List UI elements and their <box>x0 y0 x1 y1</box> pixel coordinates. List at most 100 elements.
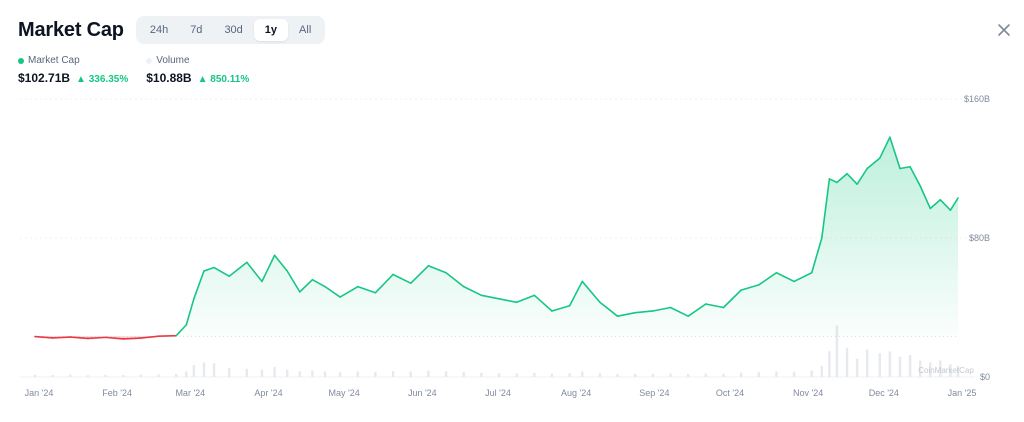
x-tick-label: Nov '24 <box>793 388 823 398</box>
x-tick-label: Mar '24 <box>175 388 205 398</box>
series-segment <box>185 298 195 326</box>
volume-bar <box>616 374 619 377</box>
volume-bar <box>86 375 90 377</box>
series-segment <box>273 254 288 272</box>
series-segment <box>286 270 301 293</box>
series-segment <box>533 294 553 312</box>
volume-bar <box>515 373 518 377</box>
series-segment <box>793 271 813 283</box>
market-cap-value: $102.71B <box>18 71 71 85</box>
volume-bar <box>722 373 725 377</box>
series-segment <box>652 306 672 312</box>
x-tick-label: Jun '24 <box>408 388 437 398</box>
volume-bar <box>669 373 672 377</box>
volume-bar <box>775 371 778 377</box>
x-tick-label: Aug '24 <box>561 388 591 398</box>
volume-bar <box>409 371 412 377</box>
series-segment <box>616 311 637 317</box>
series-segment <box>740 284 760 291</box>
series-segment <box>261 254 276 283</box>
volume-bar <box>888 351 892 377</box>
volume-bar <box>245 368 249 377</box>
volume-legend-dot <box>146 57 153 64</box>
volume-bar <box>104 374 107 377</box>
volume-bar <box>51 374 54 377</box>
series-segment <box>705 303 725 309</box>
volume-bar <box>175 374 178 377</box>
series-segment <box>339 285 359 298</box>
market-cap-legend-dot <box>18 57 24 64</box>
page-title: Market Cap <box>18 18 124 41</box>
volume-bar <box>338 372 342 377</box>
tab-1y[interactable]: 1y <box>253 19 289 41</box>
series-segment <box>498 298 518 304</box>
series-segment <box>140 335 160 339</box>
tab-24h[interactable]: 24h <box>149 24 169 36</box>
x-tick-label: Jan '24 <box>25 388 54 398</box>
series-segment <box>392 273 412 284</box>
volume-bar <box>810 370 813 377</box>
market-cap-stat: Market Cap $102.71B ▲ 336.35% <box>18 55 128 85</box>
volume-bar <box>462 372 465 377</box>
volume-bar <box>227 367 231 377</box>
close-icon[interactable] <box>994 20 1014 40</box>
series-segment <box>866 157 881 170</box>
series-segment <box>445 271 465 288</box>
series-segment <box>175 324 188 337</box>
series-segment <box>374 273 394 294</box>
series-segment <box>246 261 263 283</box>
volume-bar <box>69 374 72 377</box>
volume-bar <box>139 374 143 377</box>
series-segment <box>828 178 838 184</box>
tab-7d[interactable]: 7d <box>190 24 203 36</box>
series-segment <box>311 278 326 288</box>
y-tick-label: $160B <box>964 94 990 104</box>
volume-bar <box>908 355 912 377</box>
volume-bar <box>212 363 216 377</box>
series-segment <box>899 165 911 170</box>
x-tick-label: Oct '24 <box>716 388 744 398</box>
volume-bar <box>285 369 289 377</box>
series-segment <box>409 264 430 284</box>
volume-bar <box>185 371 188 377</box>
grid-lines <box>20 98 975 378</box>
series-segment <box>356 285 377 294</box>
series-segment <box>193 270 205 300</box>
time-range-tabs: 24h 7d 30d 1y All <box>135 16 326 44</box>
series-segment <box>909 165 921 187</box>
volume-bar <box>480 372 483 377</box>
series-segment <box>889 136 901 170</box>
volume-bar <box>634 373 637 377</box>
volume-change: ▲ 850.11% <box>197 74 250 85</box>
volume-bar <box>792 371 796 377</box>
volume-bar <box>444 371 448 377</box>
volume-bar <box>581 371 584 377</box>
x-tick-label: Apr '24 <box>254 388 282 398</box>
axis-labels: $160B $80B $0 Jan '24 Feb '24 Mar '24 Apr '24 M… <box>25 94 990 398</box>
volume-bar <box>391 371 395 377</box>
volume-bar <box>820 366 824 377</box>
series-segment <box>846 172 858 185</box>
volume-bar <box>949 364 952 377</box>
volume-bars <box>33 325 960 377</box>
volume-bar <box>568 373 571 377</box>
volume-bar <box>356 371 359 377</box>
tab-30d[interactable]: 30d <box>224 24 243 36</box>
tab-all[interactable]: All <box>299 24 312 36</box>
series-segment <box>104 336 125 340</box>
volume-bar <box>298 371 301 377</box>
series-segment <box>836 172 848 184</box>
series-line <box>34 136 959 340</box>
series-segment <box>51 336 72 339</box>
volume-bar <box>202 362 206 377</box>
volume-bar <box>704 373 708 377</box>
triangle-up-icon: ▲ <box>197 74 208 85</box>
series-segment <box>69 336 89 340</box>
series-segment <box>775 271 795 283</box>
volume-bar <box>939 360 942 377</box>
watermark-logo: CoinMarketCap <box>918 366 974 375</box>
series-segment <box>757 271 778 286</box>
series-segment <box>515 294 536 304</box>
volume-bar <box>898 356 902 377</box>
volume-bar <box>122 374 125 377</box>
